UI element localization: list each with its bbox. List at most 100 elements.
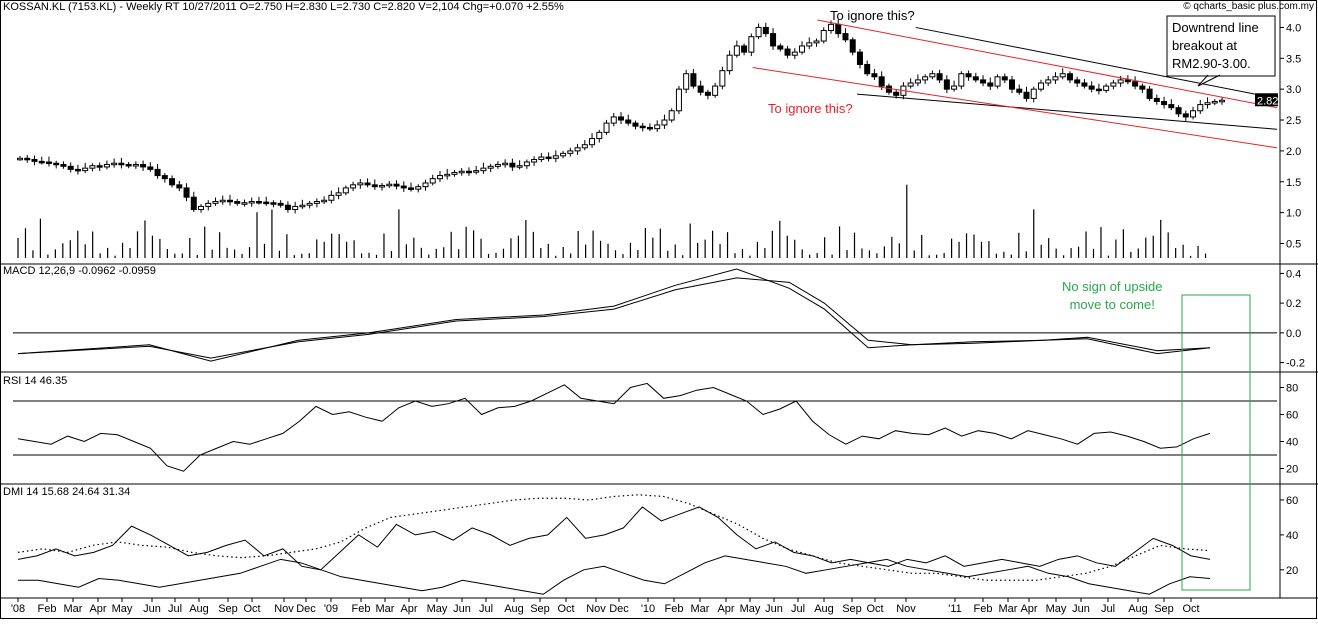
candle-body (140, 163, 147, 168)
candle-body (632, 122, 639, 127)
candle-body (675, 88, 682, 112)
candle-body (842, 33, 849, 41)
candle-body (400, 185, 407, 189)
candle-body (1023, 91, 1030, 99)
candle-body (943, 79, 950, 90)
trendline-red-lower (752, 67, 1278, 149)
candle-body (1009, 79, 1016, 90)
x-axis-label: Mar (691, 603, 710, 615)
x-axis-label: Aug (814, 603, 834, 615)
candle-body (147, 166, 154, 170)
candle-body (487, 165, 494, 169)
candle-body (697, 85, 704, 93)
candle-body (321, 199, 328, 203)
price-axis-label: 2.0 (1286, 146, 1301, 158)
candle-body (791, 51, 798, 56)
candle-body (169, 178, 176, 186)
candle-body (45, 161, 52, 164)
candle-body (371, 184, 378, 188)
candle-body (770, 33, 777, 47)
candle-body (849, 39, 856, 53)
dmi-axis-label: 20 (1286, 565, 1298, 577)
x-axis-label: Jul (168, 603, 182, 615)
x-axis-label: Feb (665, 603, 684, 615)
candle-body (38, 160, 45, 164)
last-price-badge (1255, 93, 1278, 107)
candle-body (1030, 88, 1037, 99)
candle-body (936, 73, 943, 81)
price-axis-label: 4.0 (1286, 22, 1301, 34)
candle-body (125, 163, 132, 167)
x-axis-label: Aug (1128, 603, 1148, 615)
candle-body (342, 187, 349, 194)
candle-body (741, 45, 748, 53)
candle-body (198, 205, 205, 211)
trendline-black-lower (857, 93, 1278, 130)
candle-body (1124, 79, 1131, 83)
candle-body (574, 147, 581, 152)
candle-body (1081, 82, 1088, 87)
candle-body (668, 110, 675, 121)
candle-body (350, 184, 357, 189)
dmi-axis-label: 60 (1286, 495, 1298, 507)
x-axis-label: Oct (243, 603, 260, 615)
candle-body (1117, 79, 1124, 84)
x-axis-label: Apr (1020, 603, 1037, 615)
candle-body (74, 168, 81, 172)
candle-body (82, 167, 89, 172)
candle-body (429, 178, 436, 184)
annotation-ignore-top: To ignore this? (830, 8, 915, 23)
candle-body (929, 73, 936, 78)
candle-body (176, 184, 183, 189)
x-axis-label: Mar (376, 603, 395, 615)
candle-body (922, 76, 929, 81)
candle-body (480, 167, 487, 172)
candle-body (545, 156, 552, 160)
x-axis-label: Dec (296, 603, 316, 615)
rsi-line (17, 382, 1211, 472)
x-axis-label: Jun (453, 603, 471, 615)
candle-body (799, 45, 806, 53)
candle-body (625, 119, 632, 124)
candle-body (907, 82, 914, 87)
candle-body (284, 204, 291, 211)
candle-body (516, 165, 523, 168)
candle-body (871, 73, 878, 78)
candle-body (733, 45, 740, 56)
candle-body (864, 63, 871, 75)
candle-body (589, 138, 596, 146)
candle-body (994, 76, 1001, 87)
x-axis-label: '09 (324, 603, 338, 615)
candle-body (755, 26, 762, 38)
candle-body (560, 152, 567, 157)
candle-body (654, 124, 661, 130)
candle-body (777, 45, 784, 50)
candle-body (458, 170, 465, 174)
price-axis-label: 1.5 (1286, 177, 1301, 189)
candle-body (436, 175, 443, 180)
price-axis-label: 2.5 (1286, 115, 1301, 127)
x-axis-label: Nov (586, 603, 606, 615)
candle-body (393, 183, 400, 187)
candle-body (212, 201, 219, 204)
candle-body (465, 170, 472, 174)
rsi-header: RSI 14 46.35 (3, 375, 68, 387)
candle-body (639, 125, 646, 129)
candle-body (1066, 73, 1073, 81)
candle-body (987, 82, 994, 87)
chart-header: KOSSAN.KL (7153.KL) - Weekly RT 10/27/20… (3, 1, 564, 13)
candle-body (1182, 113, 1189, 118)
candle-body (712, 85, 719, 96)
candle-body (379, 184, 386, 188)
candle-body (89, 165, 96, 169)
x-axis-label: Nov (896, 603, 916, 615)
candle-body (31, 159, 38, 162)
candle-body (60, 163, 67, 167)
candle-body (719, 70, 726, 87)
annotation-breakout: Downtrend line breakout at RM2.90-3.00. (1170, 18, 1261, 74)
candle-body (784, 48, 791, 56)
candle-body (683, 73, 690, 90)
candle-body (154, 168, 161, 177)
